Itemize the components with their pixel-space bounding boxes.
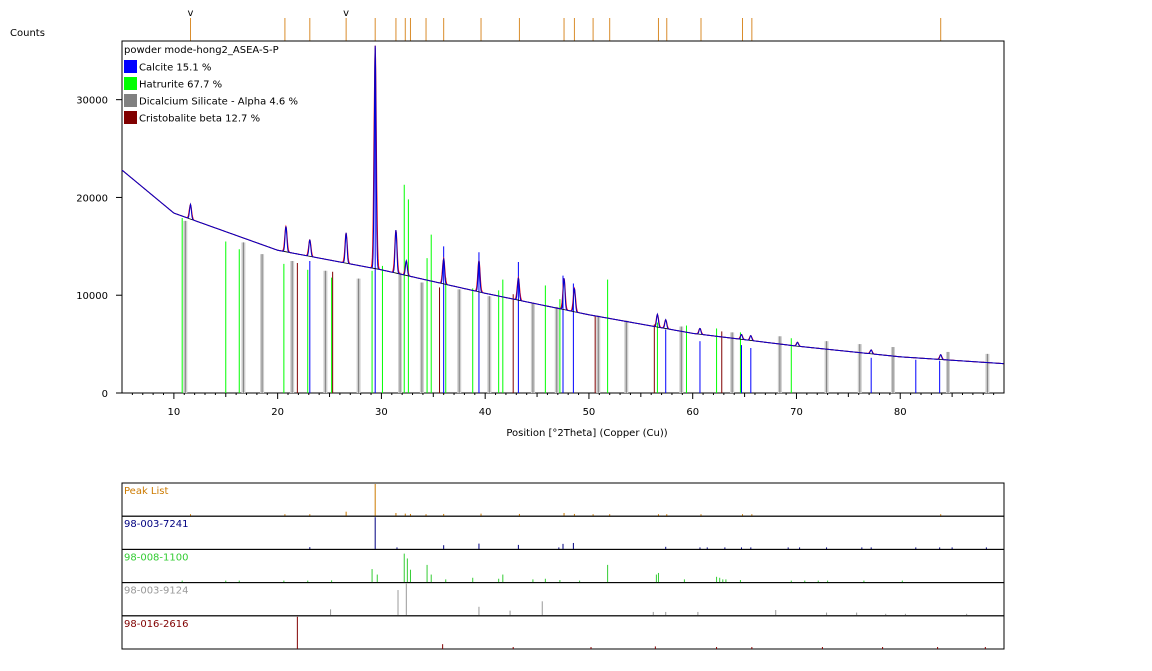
y-axis-label: Counts: [10, 28, 45, 39]
ref-panel-label-3: 98-003-9124: [124, 586, 188, 597]
legend-label-1: Hatrurite 67.7 %: [139, 80, 222, 91]
top-marker-label-0: v: [188, 8, 194, 19]
legend-label-0: Calcite 15.1 %: [139, 63, 211, 74]
x-tick-label-40: 40: [479, 407, 492, 418]
legend-label-2: Dicalcium Silicate - Alpha 4.6 %: [139, 97, 298, 108]
reference-sticks: [181, 47, 990, 393]
x-axis: 10 20 30 40 50 60 70 80: [131, 393, 995, 418]
x-tick-label-20: 20: [271, 407, 284, 418]
ref-panel-2: [121, 548, 1005, 584]
x-tick-label-70: 70: [790, 407, 803, 418]
ref-panel-label-2: 98-008-1100: [124, 552, 188, 563]
y-tick-label-10000: 10000: [76, 291, 108, 302]
y-tick-label-20000: 20000: [76, 193, 108, 204]
y-tick-label-0: 0: [102, 389, 108, 400]
ref-panel-label-4: 98-016-2616: [124, 619, 188, 630]
legend-swatch-2: [124, 94, 137, 107]
x-tick-label-10: 10: [168, 407, 181, 418]
y-axis: 0 10000 20000 30000: [76, 96, 122, 400]
ref-panel-4: [121, 615, 1005, 650]
reference-panels: Peak List 98-003-7241 98-008-1100 98-003-91…: [121, 482, 1005, 650]
ref-panel-label-1: 98-003-7241: [124, 519, 188, 530]
x-tick-label-30: 30: [375, 407, 388, 418]
legend-swatch-0: [124, 60, 137, 73]
calculated-pattern: [121, 45, 1004, 365]
legend-title: powder mode-hong2_ASEA-S-P: [124, 45, 279, 56]
legend-swatch-3: [124, 111, 137, 124]
x-axis-label: Position [°2Theta] (Copper (Cu)): [506, 428, 667, 439]
x-tick-label-50: 50: [583, 407, 596, 418]
legend-label-3: Cristobalite beta 12.7 %: [139, 114, 260, 125]
y-tick-label-30000: 30000: [76, 96, 108, 107]
x-tick-label-60: 60: [686, 407, 699, 418]
ref-panel-0: [121, 482, 1005, 517]
top-marker-label-1: v: [343, 8, 349, 19]
legend-swatch-1: [124, 77, 137, 90]
ref-panel-3: [121, 582, 1005, 617]
pattern-traces: [121, 45, 1005, 365]
ref-panel-label-0: Peak List: [124, 486, 168, 497]
plot-area: [121, 45, 1005, 393]
x-tick-label-80: 80: [894, 407, 907, 418]
legend: powder mode-hong2_ASEA-S-P Calcite 15.1 …: [124, 45, 298, 125]
